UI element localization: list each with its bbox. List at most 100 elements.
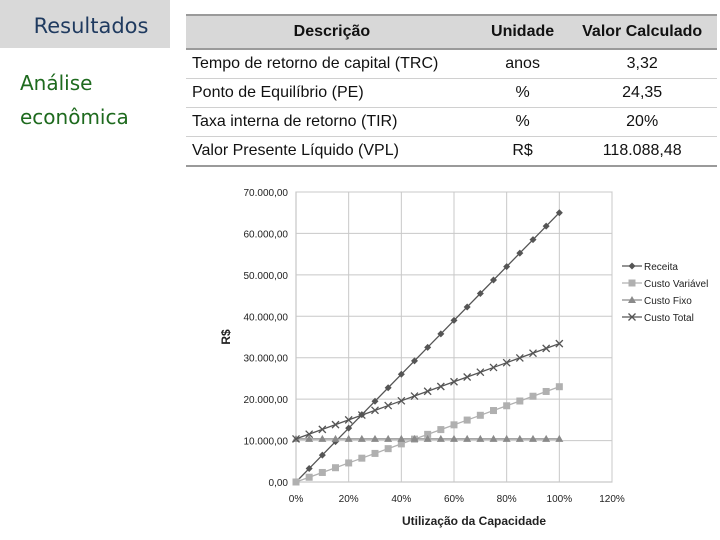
data-point-custo-total [463,373,472,381]
data-point-custo-total [489,363,498,372]
data-point-custo-variavel [503,402,511,410]
data-point-custo-fixo [502,434,511,442]
x-tick-label: 100% [547,494,573,505]
data-point-receita [345,424,353,432]
table-row: Taxa interna de retorno (TIR) % 20% [186,107,717,137]
y-tick-label: 30.000,00 [244,354,289,365]
cell-description: Taxa interna de retorno (TIR) [186,107,478,137]
data-point-custo-total [436,382,445,391]
data-point-custo-fixo [489,434,498,442]
x-tick-label: 40% [391,494,411,505]
data-point-custo-variavel [542,387,550,395]
table-row: Valor Presente Líquido (VPL) R$ 118.088,… [186,136,717,167]
data-point-custo-fixo [450,434,458,442]
legend-marker-receita [628,262,636,270]
data-point-custo-total [371,406,379,415]
data-point-custo-total [450,377,458,386]
data-point-custo-variavel [384,445,392,453]
cell-description: Tempo de retorno de capital (TRC) [186,49,478,79]
column-header-description: Descrição [186,14,478,50]
data-point-custo-variavel [450,421,458,429]
cell-description: Valor Presente Líquido (VPL) [186,136,478,167]
y-tick-label: 40.000,00 [244,312,289,323]
cell-value: 20% [567,107,717,137]
data-point-custo-total [542,344,551,353]
data-point-receita [490,276,497,284]
data-point-custo-variavel [516,397,524,405]
cell-value: 24,35 [567,78,717,108]
data-point-receita [450,316,458,324]
subtitle-line-1: Análise [20,71,93,95]
data-point-custo-fixo [305,434,314,442]
data-point-receita [503,263,511,271]
x-tick-label: 0% [289,494,304,505]
x-tick-label: 60% [444,494,464,505]
table-row: Tempo de retorno de capital (TRC) anos 3… [186,49,717,79]
data-point-receita [463,303,471,311]
table-header-row: Descrição Unidade Valor Calculado [186,14,717,50]
data-point-custo-fixo [344,434,353,442]
data-point-custo-total [423,387,432,396]
y-tick-label: 10.000,00 [244,437,289,448]
data-point-custo-fixo [331,434,340,442]
data-point-custo-total [318,425,327,434]
x-tick-label: 80% [497,494,517,505]
x-axis-title: Utilização da Capacidade [402,514,546,528]
data-point-custo-variavel [490,407,497,415]
data-point-custo-fixo [423,434,432,442]
cell-description: Ponto de Equilíbrio (PE) [186,78,478,108]
data-point-custo-fixo [384,434,393,442]
y-axis-title: R$ [219,329,233,345]
legend-marker-custo-total [628,313,636,321]
data-point-custo-fixo [476,434,485,442]
cell-unit: R$ [477,136,568,167]
data-point-custo-variavel [345,459,353,467]
data-point-custo-fixo [397,434,406,442]
data-point-custo-variavel [529,392,537,400]
data-point-custo-variavel [332,464,339,472]
data-point-custo-fixo [515,434,524,442]
data-point-receita [411,357,418,365]
cell-unit: % [477,78,568,108]
data-point-custo-fixo [463,434,472,442]
title-bar [0,0,170,48]
data-point-custo-fixo [371,434,379,442]
data-point-receita [384,384,392,392]
data-point-custo-variavel [318,468,326,476]
data-point-custo-total [331,420,340,429]
data-point-custo-variavel [555,383,563,391]
data-point-receita [424,343,432,351]
data-point-custo-total [344,415,353,424]
column-header-value: Valor Calculado [567,14,717,50]
y-tick-label: 70.000,00 [244,188,289,199]
data-point-receita [318,451,326,459]
y-tick-label: 60.000,00 [244,229,289,240]
data-point-receita [437,330,445,338]
data-point-receita [371,397,379,405]
data-point-custo-total [502,358,511,367]
data-point-custo-variavel [463,416,471,424]
data-point-custo-total [476,368,485,377]
data-point-custo-variavel [305,473,313,481]
legend-label-receita: Receita [644,262,678,273]
data-point-custo-total [515,353,524,362]
data-point-receita [305,465,313,473]
data-point-receita [542,222,550,230]
data-point-custo-fixo [529,434,537,442]
y-tick-label: 20.000,00 [244,395,289,406]
legend-label-custo-variavel: Custo Variável [644,279,708,290]
legend-marker-custo-fixo [628,296,636,303]
data-point-custo-fixo [555,434,564,442]
data-point-custo-fixo [318,434,327,442]
y-tick-label: 50.000,00 [244,271,289,282]
data-point-custo-total [357,411,366,420]
cell-value: 3,32 [567,49,717,79]
results-table: Descrição Unidade Valor Calculado Tempo … [186,14,717,167]
data-point-custo-total [529,349,537,358]
data-point-custo-fixo [436,434,445,442]
data-point-custo-variavel [424,430,432,438]
x-tick-label: 20% [339,494,359,505]
data-point-receita [516,249,524,257]
data-point-custo-total [384,401,393,410]
